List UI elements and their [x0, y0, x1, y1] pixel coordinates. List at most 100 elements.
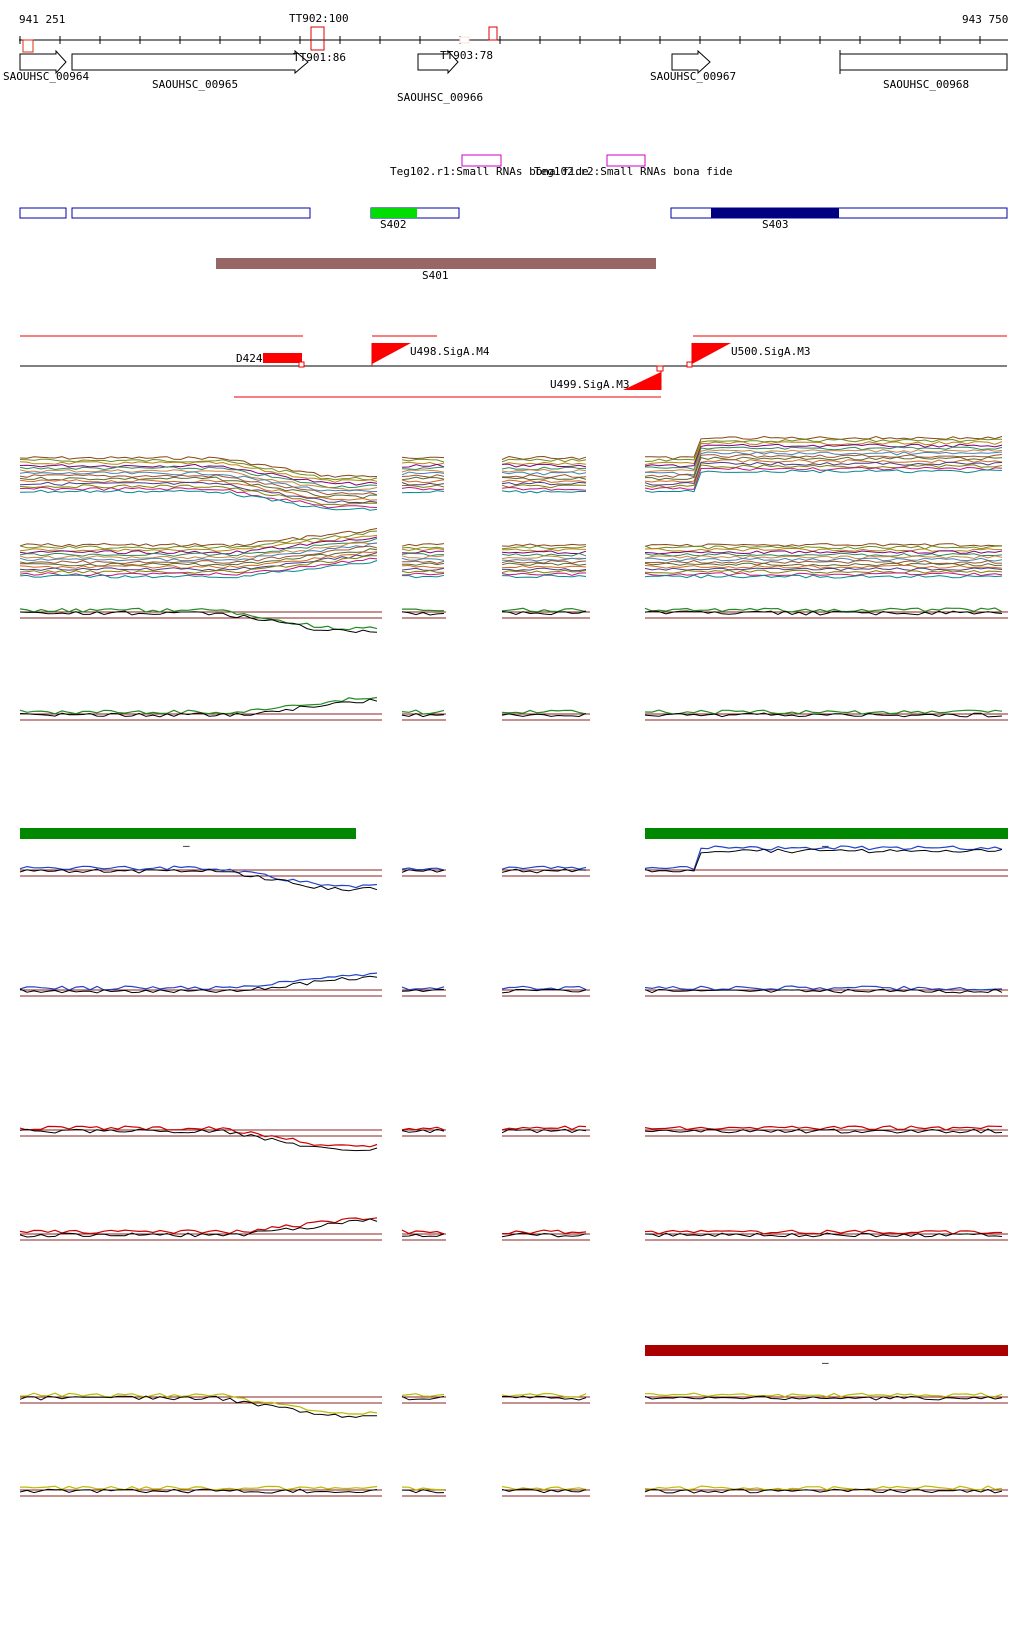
- expression-line: [644, 552, 1003, 557]
- expression-line: [501, 1486, 587, 1491]
- small-rna-box[interactable]: [606, 154, 646, 167]
- segment-s401-bar[interactable]: [216, 258, 656, 269]
- expression-line: [401, 552, 445, 557]
- expression-line: [19, 1128, 378, 1152]
- expression-line: [401, 560, 445, 564]
- promoter-label: U498.SigA.M4: [410, 345, 490, 358]
- expression-line: [401, 474, 445, 478]
- expression-line: [501, 468, 587, 473]
- gene-label: SAOUHSC_00964: [3, 70, 89, 83]
- expression-line: [401, 564, 444, 569]
- terminator-mark: [459, 36, 470, 44]
- expression-line: [501, 466, 587, 471]
- expression-line: [19, 534, 378, 552]
- promoter-site: [656, 365, 664, 372]
- promoter-site: [686, 361, 693, 368]
- expression-line: [501, 1232, 587, 1238]
- expression-line: [401, 868, 445, 873]
- expression-line: [401, 543, 445, 547]
- segment-s403-fill: [711, 208, 839, 218]
- expression-line: [19, 528, 378, 548]
- expression-line: [502, 463, 587, 468]
- expression-line: [501, 709, 587, 715]
- expression-line: [644, 1488, 1003, 1494]
- expression-line: [401, 1395, 445, 1401]
- segment-track: S402 S403 S401: [19, 207, 1008, 282]
- gene-arrow[interactable]: [19, 49, 67, 75]
- gene-arrow[interactable]: [417, 49, 459, 75]
- small-rna-box[interactable]: [461, 154, 502, 167]
- expression-line: [19, 560, 378, 579]
- expression-line: [644, 845, 1003, 871]
- expression-line: [501, 1125, 587, 1131]
- expression-line: [644, 607, 1003, 613]
- expression-line: [644, 459, 1003, 483]
- group-markers: – – –: [20, 828, 1008, 1369]
- expression-line: [401, 476, 445, 481]
- expression-line: [401, 1486, 444, 1491]
- expression-line: [19, 489, 378, 511]
- expression-line: [501, 476, 587, 481]
- expression-line: [401, 458, 445, 463]
- expression-line: [501, 550, 587, 555]
- expression-line: [645, 446, 1003, 471]
- expression-line: [19, 469, 378, 491]
- expression-line: [644, 559, 1003, 565]
- group-mark: –: [822, 839, 829, 852]
- expression-line: [401, 471, 445, 476]
- promoter-label: U499.SigA.M3: [550, 378, 629, 391]
- expression-line: [401, 1489, 445, 1494]
- expression-line: [19, 537, 378, 557]
- gene-label: SAOUHSC_00967: [650, 70, 736, 83]
- expression-line: [19, 607, 378, 631]
- expression-line: [501, 490, 587, 494]
- promoter-flag[interactable]: [692, 343, 731, 364]
- expression-line: [19, 463, 378, 486]
- expression-line: [644, 461, 1003, 486]
- promoter-flag[interactable]: [372, 343, 411, 364]
- expression-line: [501, 471, 587, 476]
- gene-box[interactable]: [839, 53, 1008, 71]
- gene-arrow[interactable]: [671, 49, 711, 75]
- expression-line: [644, 712, 1003, 718]
- expression-line: [501, 455, 587, 460]
- expression-line: [19, 481, 378, 504]
- expression-line: [502, 474, 587, 478]
- gene-arrow[interactable]: [71, 49, 309, 75]
- expression-line: [19, 474, 378, 496]
- segment-box[interactable]: [19, 207, 67, 219]
- expression-line: [19, 1395, 378, 1418]
- expression-line: [502, 1229, 587, 1235]
- expression-line: [501, 989, 587, 994]
- expression-line: [501, 562, 587, 566]
- ruler: 941 251 943 750: [19, 13, 1008, 44]
- expression-line: [644, 564, 1003, 569]
- expression-line: [19, 868, 378, 892]
- expression-line: [644, 1485, 1003, 1491]
- terminator-label: TT901:86: [293, 51, 346, 64]
- expression-line: [501, 486, 587, 491]
- expression-line: [19, 458, 378, 481]
- expression-line: [401, 1393, 445, 1397]
- expression-line: [501, 461, 587, 466]
- expression-line: [644, 435, 1003, 460]
- expression-line: [644, 469, 1003, 493]
- expression-line: [19, 456, 378, 478]
- expression-line: [401, 463, 445, 468]
- promoter-d424-bar[interactable]: [263, 353, 302, 363]
- expression-line: [401, 569, 445, 574]
- expression-line: [644, 567, 1003, 572]
- expression-line: [501, 865, 587, 870]
- expression-line: [401, 988, 445, 993]
- promoter-flag[interactable]: [623, 372, 661, 390]
- expression-line: [501, 1128, 587, 1134]
- expression-line: [644, 543, 1003, 548]
- segment-box[interactable]: [71, 207, 311, 219]
- expression-line: [644, 709, 1003, 715]
- expression-line: [501, 543, 587, 547]
- expression-line: [19, 696, 378, 715]
- expression-line: [501, 479, 587, 483]
- expression-line: [401, 550, 444, 554]
- expression-line: [401, 456, 445, 460]
- expression-line: [20, 1485, 378, 1491]
